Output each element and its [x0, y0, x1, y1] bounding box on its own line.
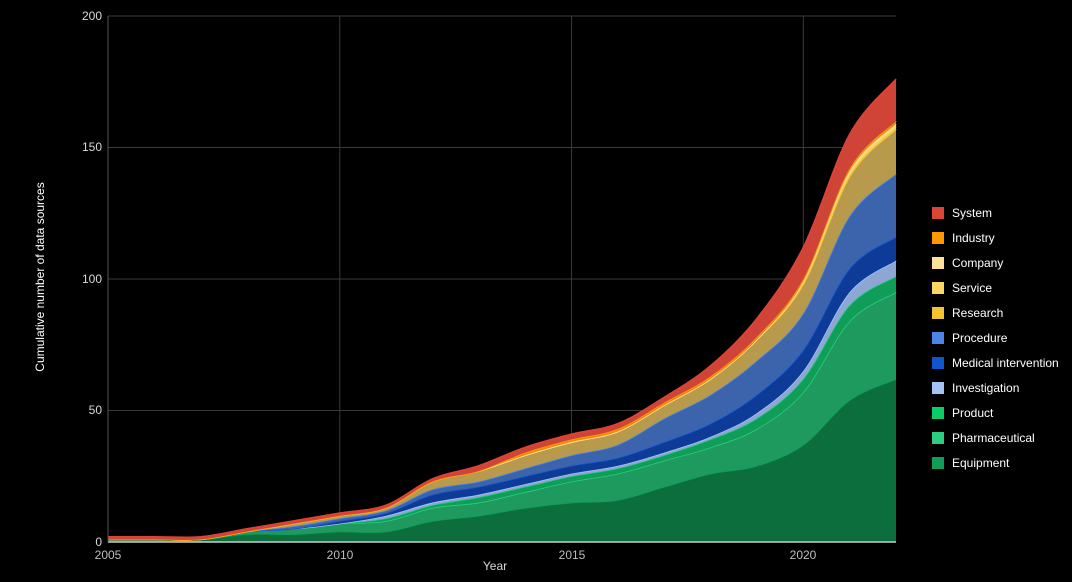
y-tick-50: 50: [88, 403, 102, 417]
legend-label: Product: [952, 405, 994, 420]
legend-label: Service: [952, 280, 993, 295]
legend-label: Procedure: [952, 330, 1008, 345]
y-tick-200: 200: [81, 9, 102, 23]
legend-label: Equipment: [952, 455, 1010, 470]
legend-label: Research: [952, 305, 1004, 320]
y-tick-100: 100: [81, 272, 102, 286]
legend-swatch-icon: [932, 431, 944, 444]
x-tick-2020: 2020: [789, 548, 817, 562]
legend-item-industry[interactable]: Industry: [932, 225, 1059, 250]
legend-swatch-icon: [932, 206, 944, 219]
legend-swatch-icon: [932, 406, 944, 419]
legend-swatch-icon: [932, 306, 944, 319]
legend-item-system[interactable]: System: [932, 200, 1059, 225]
legend-item-company[interactable]: Company: [932, 250, 1059, 275]
legend-label: Company: [952, 255, 1004, 270]
legend-swatch-icon: [932, 381, 944, 394]
legend-label: Investigation: [952, 380, 1020, 395]
y-axis-label: Cumulative number of data sources: [33, 182, 47, 372]
x-tick-2005: 2005: [94, 548, 122, 562]
legend-swatch-icon: [932, 331, 944, 344]
legend-label: System: [952, 205, 993, 220]
legend-item-equipment[interactable]: Equipment: [932, 450, 1059, 475]
legend-swatch-icon: [932, 456, 944, 469]
legend-swatch-icon: [932, 231, 944, 244]
area-equipment: [108, 378, 896, 542]
legend-item-service[interactable]: Service: [932, 275, 1059, 300]
legend-label: Industry: [952, 230, 995, 245]
legend-item-research[interactable]: Research: [932, 300, 1059, 325]
legend-item-pharmaceutical[interactable]: Pharmaceutical: [932, 425, 1059, 450]
y-tick-150: 150: [81, 140, 102, 154]
legend-item-procedure[interactable]: Procedure: [932, 325, 1059, 350]
legend-swatch-icon: [932, 356, 944, 369]
legend-label: Medical intervention: [952, 355, 1059, 370]
y-tick-0: 0: [95, 535, 102, 549]
x-axis-label: Year: [482, 559, 508, 573]
x-tick-2015: 2015: [558, 548, 586, 562]
legend-item-medical-intervention[interactable]: Medical intervention: [932, 350, 1059, 375]
legend-label: Pharmaceutical: [952, 430, 1035, 445]
legend: System Industry Company Service Research…: [932, 200, 1059, 475]
legend-item-investigation[interactable]: Investigation: [932, 375, 1059, 400]
x-tick-2010: 2010: [326, 548, 354, 562]
legend-swatch-icon: [932, 256, 944, 269]
legend-swatch-icon: [932, 281, 944, 294]
legend-item-product[interactable]: Product: [932, 400, 1059, 425]
